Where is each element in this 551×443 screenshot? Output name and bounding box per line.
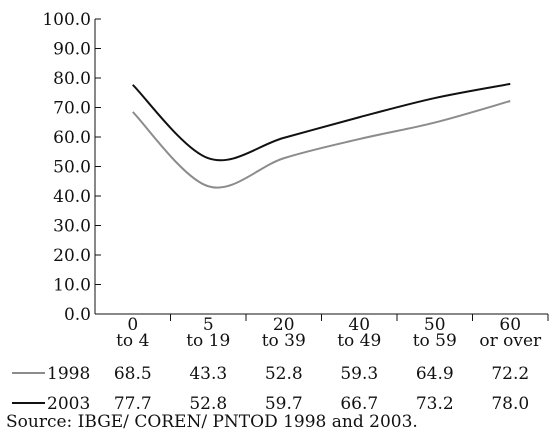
data-label: 68.5: [114, 364, 152, 384]
y-axis: 100.0 90.0 80.0 70.0 60.0 50.0 40.0 30.0 20.0 10.…: [42, 10, 101, 325]
x-tick-label: to 19: [186, 331, 230, 351]
x-tick-label: to 59: [413, 331, 457, 351]
y-tick-label: 0.0: [64, 305, 91, 325]
data-label: 64.9: [416, 364, 454, 384]
data-label: 52.8: [265, 364, 303, 384]
x-tick-label: 5: [203, 315, 214, 335]
data-label: 66.7: [340, 394, 378, 410]
data-label: 59.3: [340, 364, 378, 384]
x-tick-label: to 4: [116, 331, 149, 351]
y-tick-label: 80.0: [53, 69, 91, 89]
x-tick-label: 50: [424, 315, 446, 335]
x-tick-label: to 39: [262, 331, 306, 351]
data-label: 73.2: [416, 394, 454, 410]
data-label: 43.3: [189, 364, 227, 384]
data-label: 59.7: [265, 394, 303, 410]
legend-label-2003: 2003: [47, 394, 90, 410]
y-tick-label: 70.0: [53, 99, 91, 119]
y-tick-label: 10.0: [53, 276, 91, 296]
chart: 100.090.080.070.060.050.040.030.020.010.…: [12, 10, 549, 410]
y-tick-label: 100.0: [42, 10, 91, 30]
x-tick-label: 40: [348, 315, 370, 335]
data-label: 72.2: [491, 364, 529, 384]
x-tick-label: 60: [499, 315, 521, 335]
x-tick-label: 20: [273, 315, 295, 335]
legend-label-1998: 1998: [47, 364, 90, 384]
x-tick-label: 0: [127, 315, 138, 335]
series-line-2003: [132, 82, 511, 162]
plot-lines: [132, 82, 511, 189]
series-line-1998: [132, 100, 511, 189]
data-label: 77.7: [114, 394, 152, 410]
y-tick-label: 50.0: [53, 158, 91, 178]
data-table: 1998 68.5 43.3 52.8 59.3 64.9 72.2 2003 77.7 52.8…: [12, 364, 529, 410]
y-tick-label: 40.0: [53, 187, 91, 207]
source-note: Source: IBGE/ COREN/ PNTOD 1998 and 2003…: [6, 412, 418, 432]
data-label: 52.8: [189, 394, 227, 410]
y-tick-label: 90.0: [53, 40, 91, 60]
data-label: 78.0: [491, 394, 529, 410]
x-tick-label: to 49: [337, 331, 381, 351]
x-tick-label: or over: [479, 331, 542, 351]
y-tick-label: 30.0: [53, 217, 91, 237]
y-tick-label: 60.0: [53, 128, 91, 148]
y-tick-label: 20.0: [53, 246, 91, 266]
